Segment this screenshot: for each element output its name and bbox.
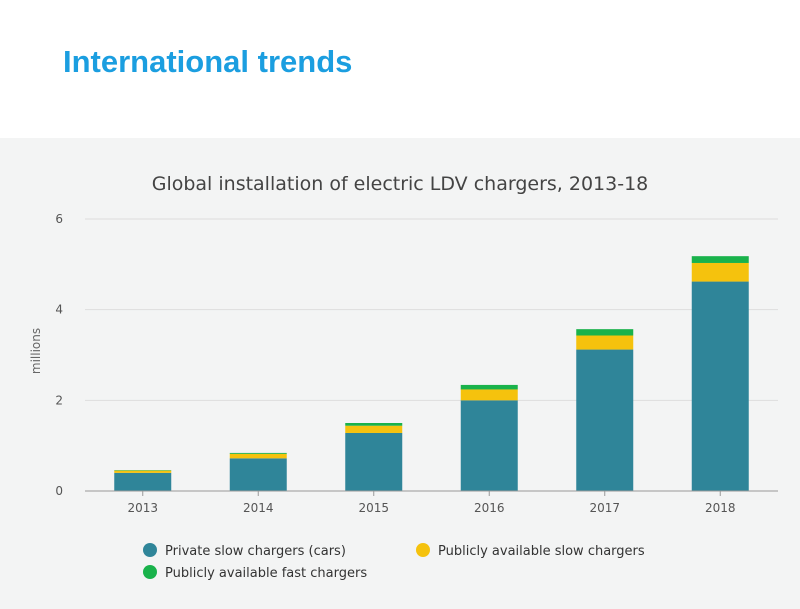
y-tick-label: 6: [55, 212, 63, 226]
bar-segment-public-fast[interactable]: [229, 452, 287, 454]
legend-marker[interactable]: [143, 543, 157, 557]
x-tick-label: 2015: [358, 501, 389, 515]
x-tick-label: 2017: [589, 501, 620, 515]
bar-segment-private-slow[interactable]: [114, 472, 172, 491]
x-tick-label: 2013: [127, 501, 158, 515]
bar-segment-private-slow[interactable]: [345, 432, 403, 491]
y-tick-label: 4: [55, 303, 63, 317]
y-axis-label: millions: [29, 328, 43, 374]
bar-segment-public-slow[interactable]: [229, 453, 287, 459]
bar-segment-public-fast[interactable]: [460, 384, 518, 390]
bar-segment-public-slow[interactable]: [691, 262, 749, 282]
bar-segment-public-fast[interactable]: [576, 329, 634, 336]
bar-segment-public-fast[interactable]: [345, 423, 403, 426]
bar-segment-private-slow[interactable]: [691, 281, 749, 491]
bar-segment-private-slow[interactable]: [229, 458, 287, 491]
legend-label[interactable]: Private slow chargers (cars): [165, 544, 346, 559]
bar-segment-public-fast[interactable]: [691, 256, 749, 263]
legend-label[interactable]: Publicly available fast chargers: [165, 566, 367, 581]
x-tick-label: 2018: [705, 501, 736, 515]
bar-segment-public-slow[interactable]: [114, 470, 172, 473]
bar-segment-public-slow[interactable]: [576, 335, 634, 350]
bar-segment-public-slow[interactable]: [345, 425, 403, 433]
bar-chart: Global installation of electric LDV char…: [29, 173, 778, 581]
legend-marker[interactable]: [143, 565, 157, 579]
bar-segment-public-slow[interactable]: [460, 389, 518, 401]
legend-marker[interactable]: [416, 543, 430, 557]
chart-title: Global installation of electric LDV char…: [152, 173, 649, 195]
legend-label[interactable]: Publicly available slow chargers: [438, 544, 645, 559]
chart-panel: Global installation of electric LDV char…: [0, 138, 800, 609]
page-title: International trends: [63, 44, 353, 79]
bar-segment-private-slow[interactable]: [576, 349, 634, 491]
x-tick-label: 2016: [474, 501, 505, 515]
x-tick-label: 2014: [243, 501, 274, 515]
y-tick-label: 2: [55, 393, 63, 407]
bar-segment-private-slow[interactable]: [460, 400, 518, 491]
y-tick-label: 0: [55, 484, 63, 498]
